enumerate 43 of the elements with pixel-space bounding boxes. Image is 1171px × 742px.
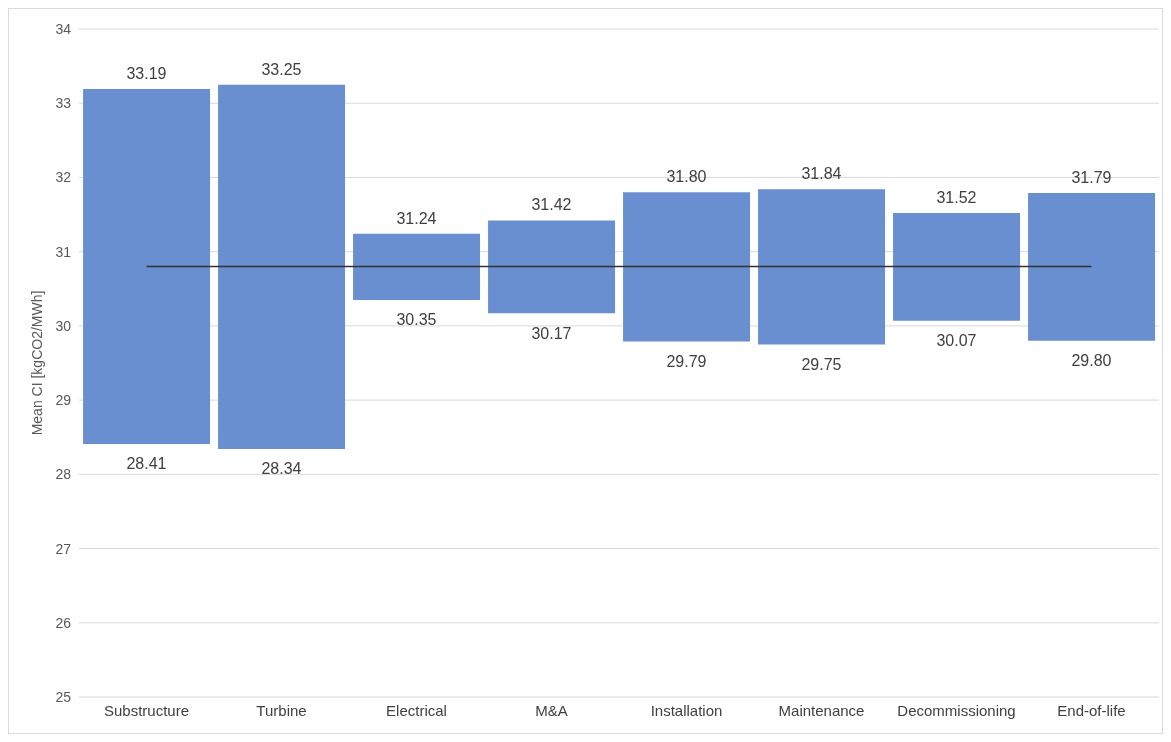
bar bbox=[218, 84, 346, 450]
annotation: 30.07 bbox=[936, 332, 977, 350]
annotation: 29.79 bbox=[666, 352, 707, 370]
annotation: 28.41 bbox=[126, 455, 167, 473]
annotation: 31.24 bbox=[396, 209, 437, 227]
bar bbox=[488, 220, 616, 314]
y-tick-label: 29 bbox=[55, 392, 72, 409]
annotation: 28.34 bbox=[261, 460, 302, 478]
annotation: 31.84 bbox=[801, 165, 842, 183]
annotation: 30.35 bbox=[396, 311, 437, 329]
y-tick-label: 33 bbox=[55, 95, 72, 112]
x-tick-label: End-of-life bbox=[1057, 701, 1126, 719]
y-tick-label: 34 bbox=[55, 20, 72, 37]
bar bbox=[893, 213, 1021, 321]
annotation: 31.42 bbox=[531, 196, 572, 214]
x-tick-label: Substructure bbox=[103, 701, 190, 719]
bar bbox=[758, 189, 886, 345]
y-tick-label: 28 bbox=[55, 466, 72, 483]
annotation: 31.80 bbox=[666, 168, 707, 186]
bar bbox=[83, 89, 211, 444]
bar bbox=[353, 233, 481, 300]
annotation: 29.80 bbox=[1071, 352, 1112, 370]
y-tick-label: 27 bbox=[55, 540, 72, 557]
annotation: 29.75 bbox=[801, 355, 842, 373]
y-tick-label: 26 bbox=[55, 614, 72, 631]
bar bbox=[623, 192, 751, 342]
annotation: 31.52 bbox=[936, 189, 977, 207]
annotation: 33.19 bbox=[126, 65, 167, 83]
y-tick-label: 30 bbox=[55, 317, 72, 334]
y-tick-label: 25 bbox=[55, 688, 72, 705]
x-tick-label: M&A bbox=[535, 701, 568, 719]
x-tick-label: Installation bbox=[650, 701, 723, 719]
x-tick-label: Electrical bbox=[386, 701, 447, 719]
annotation: 33.25 bbox=[261, 60, 302, 78]
bar bbox=[1028, 193, 1156, 341]
x-tick-label: Decommissioning bbox=[897, 701, 1016, 719]
x-tick-label: Turbine bbox=[256, 701, 307, 719]
y-tick-label: 32 bbox=[55, 169, 72, 186]
y-axis-title: Mean CI [kgCO2/MWh] bbox=[28, 290, 45, 436]
y-tick-label: 31 bbox=[55, 243, 72, 260]
annotation: 31.79 bbox=[1071, 169, 1112, 187]
annotation: 30.17 bbox=[531, 324, 572, 342]
x-tick-label: Maintenance bbox=[778, 701, 865, 719]
